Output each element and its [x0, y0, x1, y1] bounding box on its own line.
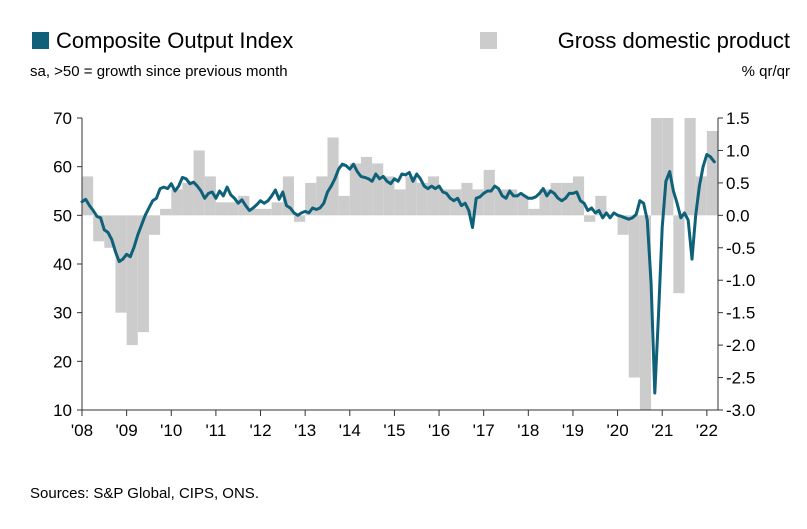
x-tick-label: '11: [205, 421, 226, 440]
legend-left: Composite Output Index sa, >50 = growth …: [30, 28, 293, 80]
x-tick-label: '17: [473, 421, 495, 440]
gdp-bar: [260, 208, 272, 216]
gdp-bar: [450, 189, 462, 216]
x-tick-label: '10: [160, 421, 182, 440]
plot-area: 10 20 30 40 50 60 70 -3.0 -2.5 -2.0 -1.5 -1.0 -0.5 0.…: [53, 109, 755, 440]
gdp-bar: [494, 189, 506, 216]
gdp-bar: [104, 215, 116, 248]
gdp-bar: [394, 189, 406, 216]
left-tick-label: 60: [53, 158, 72, 177]
gdp-bar: [294, 215, 306, 222]
gdp-bar: [372, 163, 384, 216]
x-tick-label: '16: [428, 421, 450, 440]
gdp-bar: [695, 176, 707, 216]
x-tick-label: '19: [562, 421, 584, 440]
gdp-bar: [126, 215, 138, 346]
gdp-bar: [238, 195, 250, 216]
gdp-bar: [617, 215, 629, 235]
gdp-bar: [93, 215, 105, 242]
gdp-bar: [684, 118, 696, 216]
left-tick-label: 50: [53, 206, 72, 225]
gdp-bar: [171, 189, 183, 216]
gdp-bar: [416, 182, 428, 216]
gdp-bar: [550, 182, 562, 216]
right-tick-label: -2.0: [726, 336, 755, 355]
left-tick-label: 10: [53, 401, 72, 420]
gdp-bar: [584, 215, 596, 222]
gdp-bar: [271, 202, 283, 216]
right-tick-label: -1.5: [726, 304, 755, 323]
legend-swatch-pmi: [32, 32, 49, 49]
gdp-bar: [439, 189, 451, 216]
x-tick-label: '09: [116, 421, 138, 440]
gdp-bar: [349, 163, 361, 216]
x-tick-label: '15: [383, 421, 405, 440]
gdp-bar: [706, 130, 718, 216]
x-tick-label: '20: [607, 421, 629, 440]
gdp-bar: [160, 208, 172, 216]
legend-subtitle-pmi: sa, >50 = growth since previous month: [30, 63, 288, 80]
pmi-line: [80, 153, 716, 395]
gdp-bar: [316, 176, 328, 216]
gdp-bar: [227, 202, 239, 216]
gdp-bar: [137, 215, 149, 333]
gdp-bar: [561, 182, 573, 216]
gdp-bar: [148, 215, 161, 235]
x-tick-label: '12: [249, 421, 271, 440]
gdp-bar: [327, 137, 339, 216]
gdp-bar: [528, 208, 540, 216]
gdp-bar: [595, 195, 607, 216]
x-tick-label: '14: [339, 421, 361, 440]
gdp-bar: [383, 176, 395, 216]
right-tick-label: 0.0: [726, 206, 750, 225]
left-tick-label: 70: [53, 109, 72, 128]
gdp-bar: [338, 195, 350, 216]
left-tick-label: 20: [53, 352, 72, 371]
gdp-bar: [651, 118, 663, 216]
gdp-bar: [115, 215, 127, 313]
gdp-bar: [539, 189, 551, 216]
gdp-bar: [461, 182, 473, 216]
legend-subtitle-gdp: % qr/qr: [742, 63, 790, 80]
gdp-bar: [405, 176, 417, 216]
gdp-bar: [506, 189, 518, 216]
gdp-bar: [215, 202, 228, 216]
gdp-bar: [193, 150, 205, 216]
gdp-bar: [282, 176, 294, 216]
gdp-bar: [628, 215, 640, 378]
x-tick-label: '08: [71, 421, 93, 440]
gdp-bar: [517, 195, 529, 216]
gdp-bar: [662, 118, 674, 216]
gdp-bar: [360, 156, 373, 216]
right-tick-label: -0.5: [726, 239, 755, 258]
gdp-bar: [639, 215, 652, 410]
x-tick-label: '21: [651, 421, 673, 440]
right-tick-label: 1.5: [726, 109, 750, 128]
gdp-bar: [204, 176, 216, 216]
right-tick-label: 1.0: [726, 141, 750, 160]
legend-label-pmi: Composite Output Index: [56, 28, 293, 53]
gdp-bar: [483, 169, 495, 216]
legend-label-gdp: Gross domestic product: [558, 28, 790, 53]
x-tick-label: '22: [696, 421, 718, 440]
gdp-bar: [305, 182, 317, 216]
right-tick-label: 0.5: [726, 174, 750, 193]
legend-swatch-gdp: [480, 32, 497, 49]
right-tick-label: -2.5: [726, 369, 755, 388]
left-tick-label: 40: [53, 255, 72, 274]
left-tick-label: 30: [53, 304, 72, 323]
right-tick-label: -1.0: [726, 271, 755, 290]
gdp-bar: [472, 189, 484, 216]
gdp-bar: [182, 182, 194, 216]
gdp-bar: [673, 215, 685, 294]
x-tick-label: '18: [517, 421, 539, 440]
gdp-bar: [427, 176, 440, 216]
gdp-bar: [249, 208, 261, 216]
right-tick-label: -3.0: [726, 401, 755, 420]
legend-right: Gross domestic product % qr/qr: [480, 28, 790, 80]
x-tick-label: '13: [294, 421, 316, 440]
source-note: Sources: S&P Global, CIPS, ONS.: [30, 485, 259, 502]
gdp-bar: [82, 176, 94, 216]
